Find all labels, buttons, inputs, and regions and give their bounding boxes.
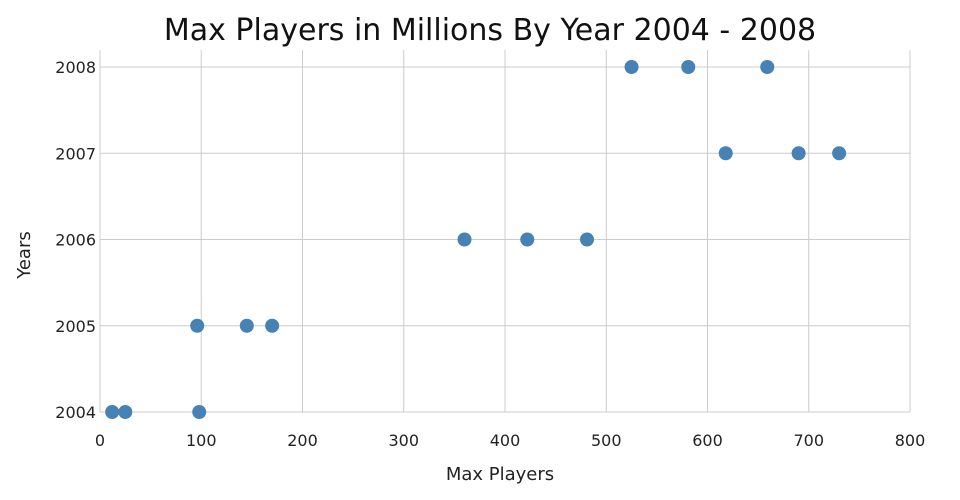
scatter-point (239, 318, 254, 333)
scatter-point (192, 405, 207, 419)
scatter-point (832, 146, 847, 161)
x-tick-label: 800 (895, 431, 926, 450)
scatter-point (265, 318, 280, 333)
scatter-point (624, 60, 639, 74)
scatter-point (520, 232, 535, 247)
x-tick-label: 0 (95, 431, 105, 450)
scatter-point (457, 232, 472, 247)
chart-title: Max Players in Millions By Year 2004 - 2… (164, 13, 816, 48)
x-tick-label: 700 (793, 431, 824, 450)
scatter-point (118, 405, 133, 419)
y-tick-label: 2004 (55, 403, 96, 422)
grid-lines (99, 50, 911, 413)
x-tick-label: 100 (186, 431, 217, 450)
y-tick-label: 2007 (55, 144, 96, 163)
scatter-point (105, 405, 120, 419)
x-axis-label: Max Players (446, 464, 554, 485)
y-tick-label: 2008 (55, 58, 96, 77)
y-tick-label: 2006 (55, 231, 96, 250)
axis-ticks: 0 100 200 300 400 500 600 700 800 2004 2005 2006 200… (55, 58, 925, 450)
scatter-point (681, 60, 696, 74)
y-tick-label: 2005 (55, 317, 96, 336)
scatter-point (190, 318, 205, 333)
scatter-point (580, 232, 595, 247)
x-tick-label: 400 (490, 431, 521, 450)
x-tick-label: 200 (287, 431, 318, 450)
y-axis-label: Years (14, 231, 35, 280)
scatter-point (791, 146, 806, 161)
x-tick-label: 300 (388, 431, 419, 450)
scatter-point (718, 146, 733, 161)
scatter-point (760, 60, 775, 74)
x-tick-label: 500 (591, 431, 622, 450)
x-tick-label: 600 (692, 431, 723, 450)
data-points (105, 60, 847, 419)
